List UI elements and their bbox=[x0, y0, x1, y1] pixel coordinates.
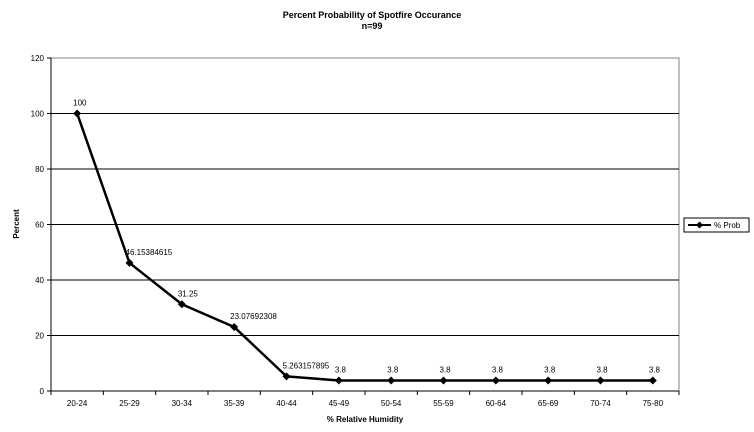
data-point-marker bbox=[73, 109, 82, 118]
data-labels: 100 46.15384615 31.25 23.07692308 5.26315789… bbox=[73, 99, 660, 375]
series-line bbox=[75, 113, 653, 382]
x-tick-label: 25-29 bbox=[119, 399, 140, 408]
data-label: 3.8 bbox=[597, 365, 609, 374]
y-tick-label: 120 bbox=[31, 54, 45, 63]
legend-marker bbox=[696, 221, 703, 229]
data-point-marker bbox=[125, 258, 134, 267]
data-label: 5.263157895 bbox=[283, 361, 330, 370]
gridlines bbox=[51, 113, 679, 336]
y-tick-label: 40 bbox=[35, 276, 44, 285]
x-tick-label: 70-74 bbox=[590, 399, 611, 408]
data-label: 46.15384615 bbox=[126, 248, 173, 257]
data-point-marker bbox=[334, 376, 343, 385]
x-tick-label: 60-64 bbox=[486, 399, 507, 408]
x-axis-ticks: 20-24 25-29 30-34 35-39 40-44 45-49 50-54 55-59… bbox=[50, 58, 680, 408]
data-point-marker bbox=[544, 376, 553, 385]
data-label: 3.8 bbox=[649, 365, 661, 374]
y-tick-label: 100 bbox=[31, 110, 45, 119]
y-tick-label: 60 bbox=[35, 221, 44, 230]
data-label: 3.8 bbox=[387, 365, 399, 374]
data-point-marker bbox=[648, 376, 657, 385]
y-tick-label: 0 bbox=[40, 387, 45, 396]
x-tick-label: 50-54 bbox=[381, 399, 402, 408]
y-tick-label: 80 bbox=[35, 165, 44, 174]
data-label: 3.8 bbox=[544, 365, 556, 374]
x-tick-label: 45-49 bbox=[329, 399, 350, 408]
data-point-marker bbox=[230, 322, 239, 331]
x-tick-label: 20-24 bbox=[67, 399, 88, 408]
data-point-marker bbox=[491, 376, 500, 385]
data-point-marker bbox=[282, 372, 291, 381]
data-label: 3.8 bbox=[335, 365, 347, 374]
data-label: 31.25 bbox=[178, 289, 199, 298]
legend-box bbox=[683, 217, 750, 233]
x-tick-label: 40-44 bbox=[276, 399, 297, 408]
data-label: 3.8 bbox=[440, 365, 452, 374]
y-tick-label: 20 bbox=[35, 332, 44, 341]
x-tick-label: 30-34 bbox=[172, 399, 193, 408]
x-tick-label: 35-39 bbox=[224, 399, 245, 408]
data-point-marker bbox=[596, 376, 605, 385]
data-point-marker bbox=[177, 300, 186, 309]
data-label: 100 bbox=[73, 99, 87, 108]
data-label: 3.8 bbox=[492, 365, 504, 374]
x-axis-title: % Relative Humidity bbox=[327, 415, 404, 424]
data-point-marker bbox=[387, 376, 396, 385]
legend: % Prob bbox=[683, 217, 750, 233]
data-point-marker bbox=[439, 376, 448, 385]
chart-title: Percent Probability of Spotfire Occuranc… bbox=[283, 10, 462, 20]
legend-label: % Prob bbox=[714, 221, 741, 230]
x-tick-label: 65-69 bbox=[538, 399, 559, 408]
y-axis-title: Percent bbox=[12, 209, 21, 239]
x-tick-label: 55-59 bbox=[433, 399, 454, 408]
series-layer bbox=[73, 109, 657, 385]
x-tick-label: 75-80 bbox=[643, 399, 664, 408]
chart-subtitle: n=99 bbox=[362, 21, 383, 31]
data-label: 23.07692308 bbox=[230, 312, 277, 321]
y-axis-ticks: 0 20 40 60 80 100 120 bbox=[31, 54, 51, 396]
